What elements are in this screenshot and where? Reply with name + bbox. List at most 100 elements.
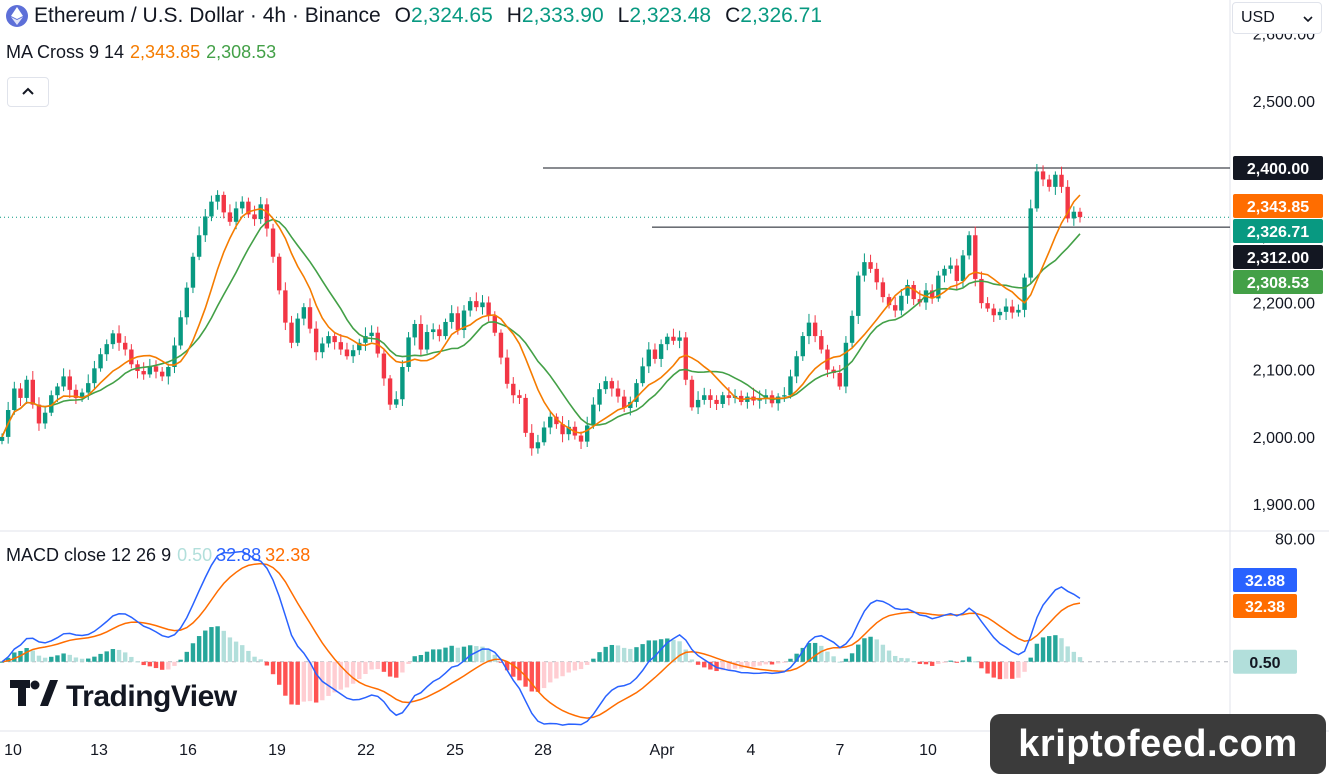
- candle-body: [960, 255, 966, 281]
- macd-histogram-bar: [973, 661, 978, 663]
- candle-body: [1059, 174, 1064, 187]
- macd-histogram-bar: [504, 661, 510, 671]
- candle-body: [394, 399, 399, 405]
- candle-body: [258, 204, 263, 220]
- macd-histogram-bar: [720, 661, 725, 671]
- candle-body: [184, 287, 189, 318]
- low-value: 2,323.48: [629, 4, 712, 27]
- candle-body: [357, 342, 362, 351]
- macd-histogram-bar: [30, 650, 35, 662]
- resistance-price-tag-bg: [1233, 156, 1323, 181]
- candle-body: [585, 425, 590, 442]
- macd-histogram-bar: [856, 644, 861, 662]
- time-axis-tick: 10: [4, 742, 22, 759]
- macd-histogram-bar: [1010, 661, 1015, 679]
- macd-histogram-bar: [868, 636, 873, 662]
- candle-body: [726, 395, 732, 398]
- candle-body: [264, 204, 270, 229]
- candle-body: [948, 265, 953, 269]
- macd-histogram-bar: [227, 637, 233, 662]
- macd-histogram-bar: [1053, 635, 1058, 662]
- candle-body: [116, 333, 122, 343]
- candle-body: [492, 315, 497, 333]
- candle-body: [1010, 306, 1015, 313]
- macd-histogram-bar: [449, 645, 454, 662]
- macd-legend[interactable]: MACD close 12 26 9 0.50 32.88 32.38: [6, 545, 310, 566]
- macd-histogram-bar: [400, 661, 405, 673]
- candle-body: [504, 357, 510, 384]
- candle-body: [1016, 309, 1021, 313]
- macd-histogram-bar: [258, 659, 263, 662]
- open-label: O: [394, 4, 411, 27]
- macd-histogram-bar: [159, 661, 165, 670]
- candle-body: [708, 395, 713, 400]
- price-axis-tick: 2,100.00: [1253, 363, 1315, 380]
- ma-slow-value: 2,308.53: [206, 42, 277, 62]
- ma-cross-legend[interactable]: MA Cross 9 14 2,343.85 2,308.53: [6, 42, 276, 63]
- symbol-title: Ethereum / U.S. Dollar · 4h · Binance: [34, 4, 381, 27]
- candle-body: [621, 396, 627, 408]
- collapse-legend-button[interactable]: [7, 77, 49, 107]
- macd-histogram-bar: [517, 661, 522, 681]
- macd-histogram-bar: [203, 630, 208, 662]
- candle-body: [942, 268, 947, 276]
- macd-histogram-bar: [215, 626, 220, 662]
- macd-histogram-bar: [554, 661, 559, 679]
- candle-body: [73, 389, 79, 398]
- candle-body: [991, 308, 996, 316]
- candle-body: [252, 214, 257, 220]
- candle-body: [480, 302, 485, 308]
- macd-histogram-bar: [357, 661, 362, 680]
- candle-body: [221, 194, 226, 213]
- macd-histogram-bar: [431, 649, 436, 662]
- macd-histogram-bar: [640, 644, 645, 662]
- macd-histogram-bar: [1028, 657, 1033, 662]
- candle-body: [720, 395, 725, 404]
- macd-histogram-bar: [566, 661, 571, 673]
- candle-body: [190, 256, 196, 288]
- candle-body: [714, 399, 719, 404]
- candle-body: [129, 349, 134, 365]
- candle-body: [874, 268, 879, 283]
- low-label: L: [617, 4, 630, 27]
- macd-histogram-bar: [560, 661, 565, 677]
- candle-body: [702, 395, 707, 400]
- macd-histogram-bar: [535, 661, 541, 692]
- candle-body: [104, 344, 109, 355]
- macd-histogram-bar: [387, 661, 393, 677]
- macd-histogram-bar: [652, 640, 658, 662]
- time-axis-tick: 22: [357, 742, 375, 759]
- resistance-price-tag: 2,400.00: [1247, 161, 1309, 178]
- candle-body: [320, 343, 325, 353]
- tradingview-logo[interactable]: TradingView: [10, 680, 237, 714]
- macd-histogram-bar: [406, 661, 411, 664]
- macd-histogram-bar: [92, 656, 97, 662]
- candle-body: [406, 337, 411, 367]
- candle-body: [880, 282, 886, 298]
- candle-body: [338, 342, 343, 350]
- macd-histogram-bar: [166, 661, 171, 670]
- candle-body: [966, 235, 972, 256]
- candle-body: [511, 383, 516, 396]
- macd-histogram-bar: [86, 658, 91, 662]
- tradingview-wordmark: TradingView: [66, 680, 237, 713]
- macd-histogram-bar: [511, 661, 516, 677]
- candle-body: [603, 381, 608, 390]
- macd-histogram-bar: [233, 641, 239, 662]
- macd-value: 32.88: [216, 545, 262, 565]
- candle-body: [683, 337, 688, 380]
- currency-selector[interactable]: USD: [1232, 2, 1322, 34]
- macd-histogram-bar: [979, 661, 984, 669]
- candle-body: [461, 310, 467, 331]
- macd-histogram-bar: [751, 661, 756, 667]
- macd-histogram-bar: [1071, 651, 1077, 662]
- macd-price-tag: 32.88: [1245, 573, 1285, 590]
- candle-body: [418, 323, 424, 350]
- macd-histogram-bar: [646, 640, 651, 662]
- macd-histogram-bar: [307, 661, 313, 702]
- macd-signal-price-tag: 32.38: [1245, 599, 1285, 616]
- ma-fast-value: 2,343.85: [130, 42, 201, 62]
- candle-body: [893, 305, 898, 311]
- candle-body: [375, 332, 380, 354]
